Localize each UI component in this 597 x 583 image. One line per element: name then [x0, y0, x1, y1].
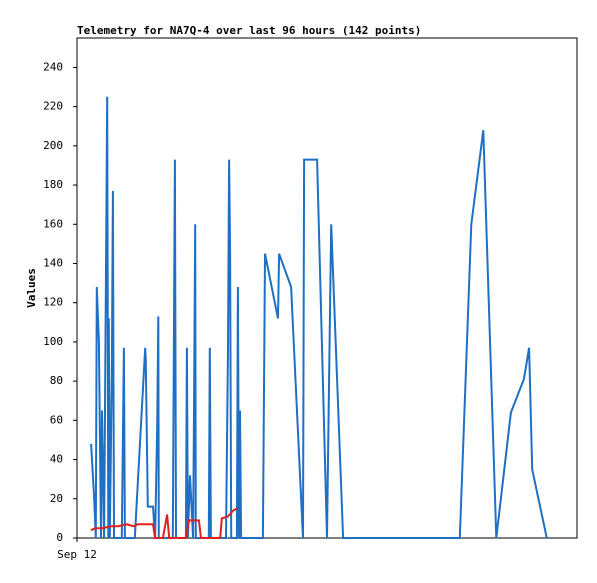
y-tick-label: 60	[50, 413, 63, 426]
y-tick-label: 100	[43, 335, 63, 348]
y-tick-label: 120	[43, 296, 63, 309]
y-axis-label: Values	[25, 268, 38, 308]
y-tick-label: 220	[43, 100, 63, 113]
y-tick-label: 40	[50, 453, 63, 466]
y-tick-label: 20	[50, 492, 63, 505]
x-tick-label: Sep 12	[57, 548, 97, 561]
y-tick-label: 80	[50, 374, 63, 387]
y-tick-label: 240	[43, 60, 63, 73]
y-tick-label: 200	[43, 139, 63, 152]
y-tick-label: 160	[43, 217, 63, 230]
y-tick-label: 140	[43, 256, 63, 269]
series-line	[90, 96, 548, 539]
y-tick-label: 0	[56, 531, 63, 544]
chart-title: Telemetry for NA7Q-4 over last 96 hours …	[77, 24, 421, 37]
series-line	[90, 507, 238, 539]
y-tick-label: 180	[43, 178, 63, 191]
